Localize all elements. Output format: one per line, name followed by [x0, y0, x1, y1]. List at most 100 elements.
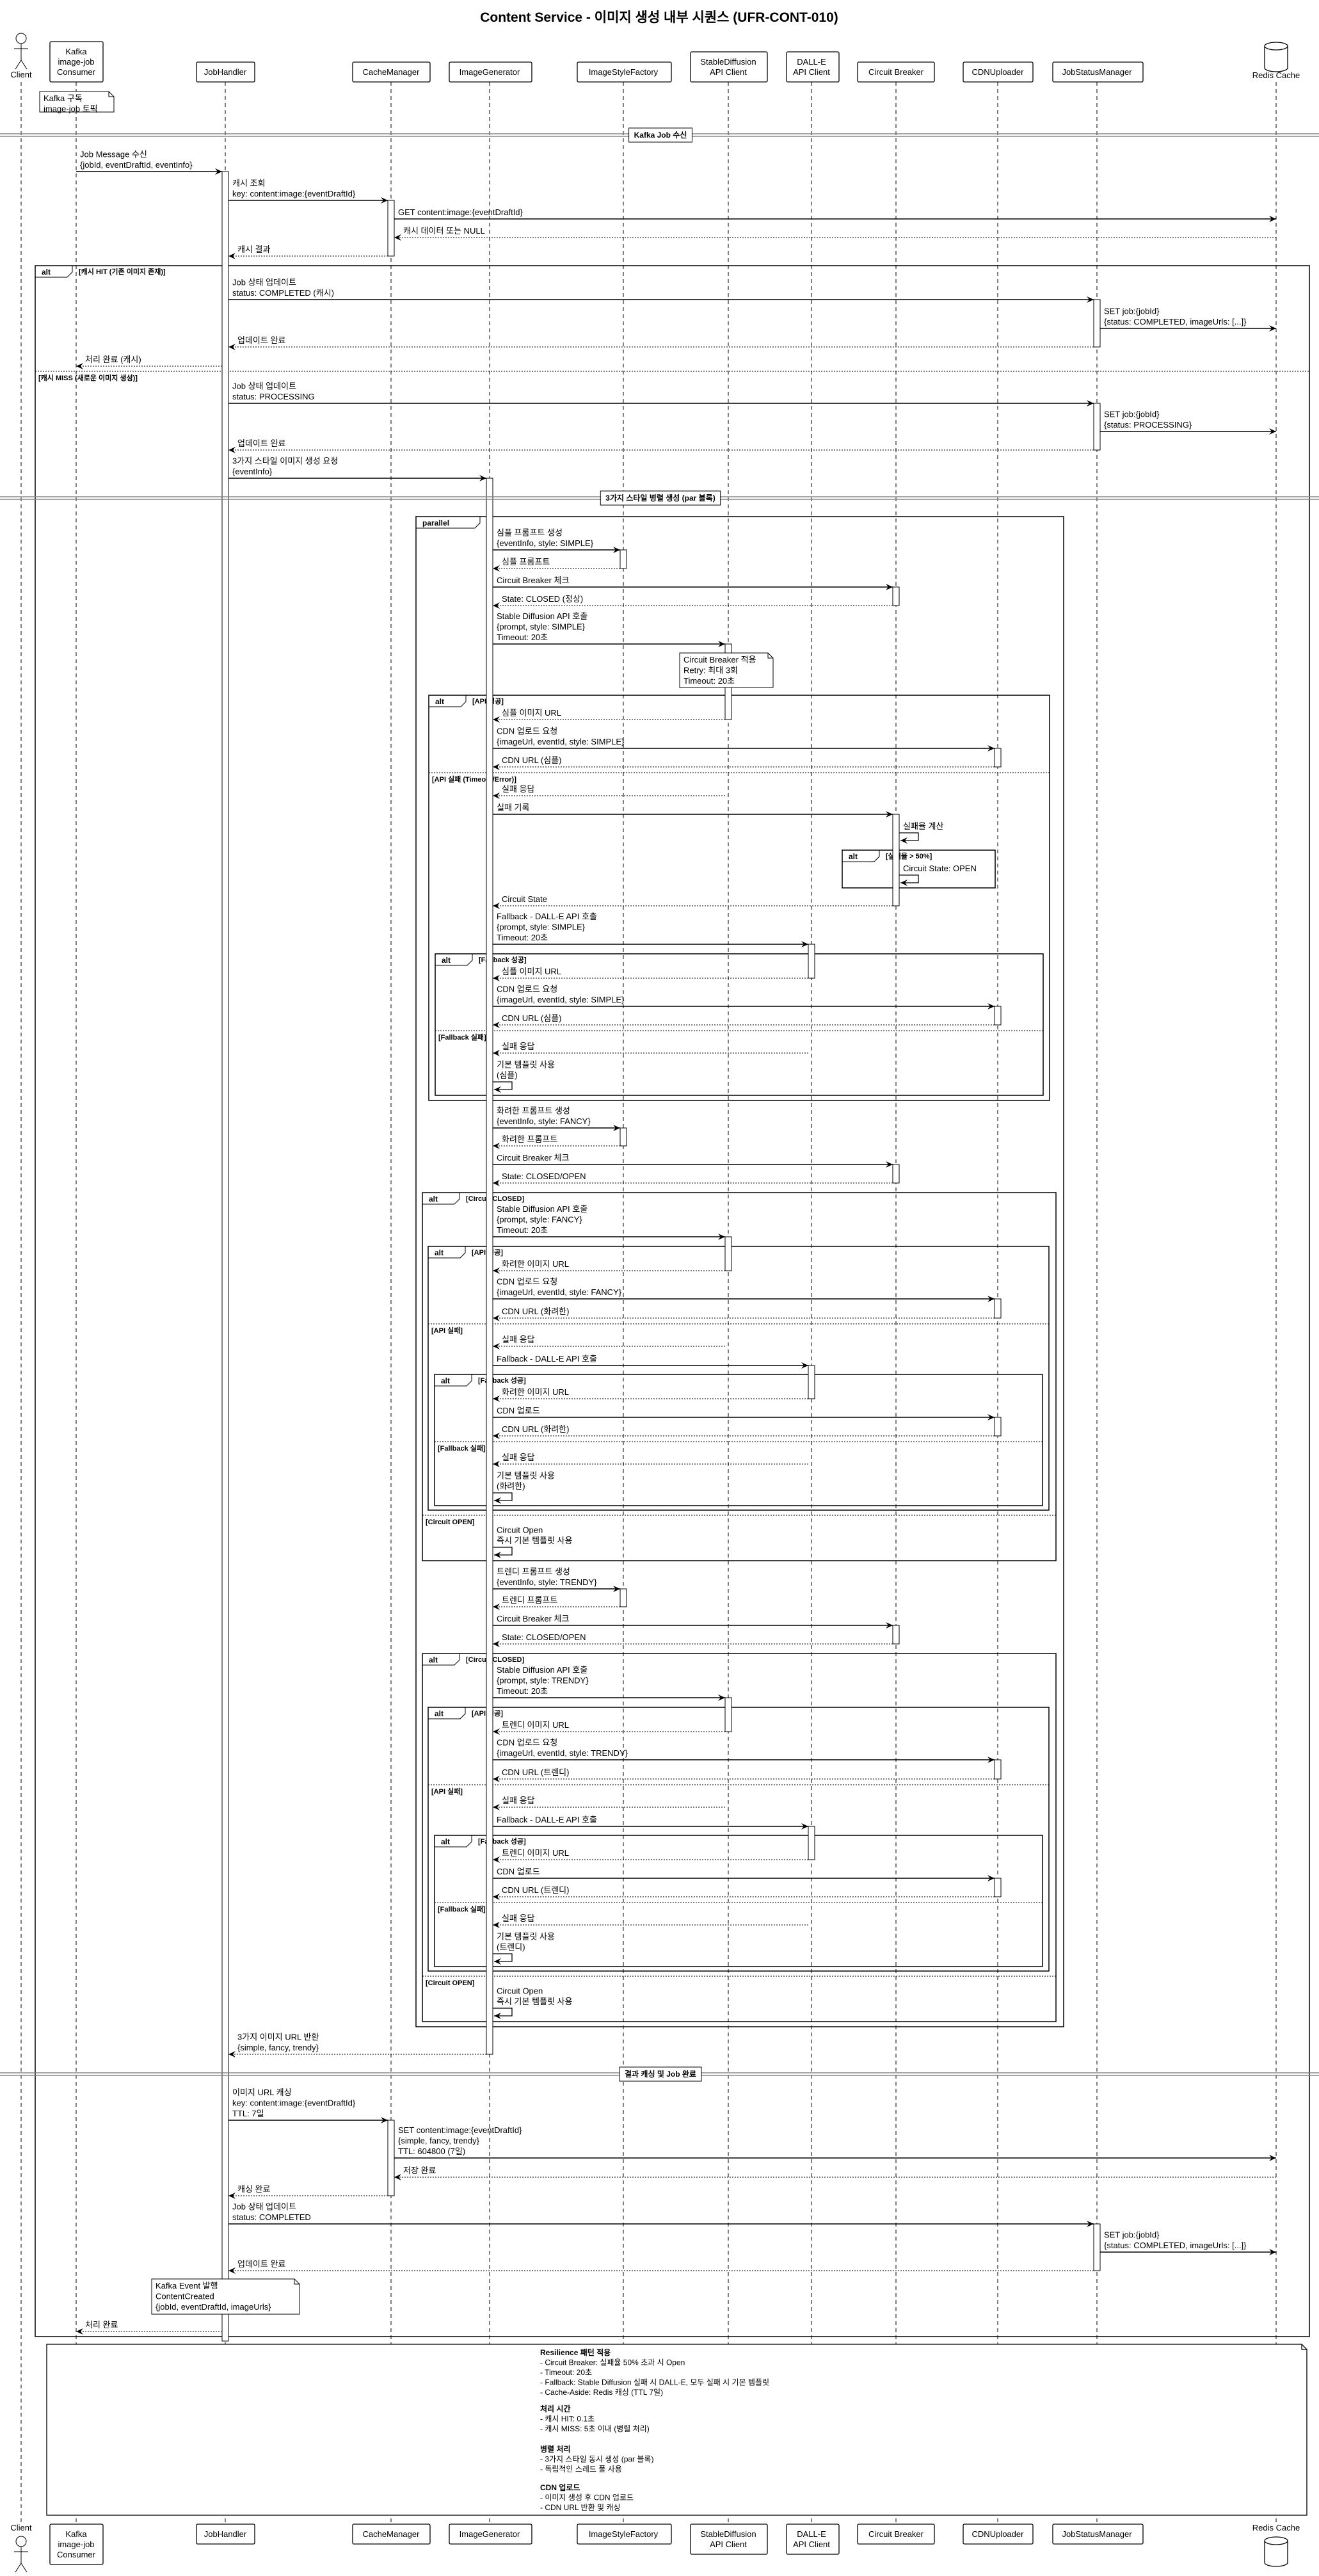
message-label: 트렌디 이미지 URL	[502, 1848, 569, 1858]
frames-layer: alt [캐시 HIT (기존 이미지 존재)] [캐시 MISS (새로운 이미지…	[35, 265, 1310, 2337]
arrowhead	[228, 253, 236, 259]
message-label: CDN 업로드	[497, 1406, 540, 1415]
participant-label: Circuit Breaker	[868, 67, 924, 77]
message-label: {status: PROCESSING}	[1104, 420, 1192, 430]
message: Fallback - DALL-E API 호출	[493, 1354, 808, 1369]
message: GET content:image:{eventDraftId}	[394, 207, 1276, 222]
note-box	[39, 91, 115, 113]
message-label: 화려한 프롬프트 생성	[497, 1106, 570, 1116]
arrowhead	[215, 168, 222, 175]
message-label: {prompt, style: TRENDY}	[497, 1676, 589, 1686]
participant-label: API Client	[710, 67, 747, 77]
fragment-guard: [Circuit CLOSED]	[466, 1656, 524, 1664]
self-message: 실패율 계산	[899, 821, 943, 844]
message: SET content:image:{eventDraftId}{simple,…	[394, 2125, 1276, 2161]
message-label: Circuit Open	[497, 1986, 543, 1996]
arrowhead	[381, 197, 388, 204]
activation-bar-cdn	[994, 1759, 1002, 1780]
participant-label: JobHandler	[204, 2529, 247, 2539]
fragment-kind: alt	[435, 1248, 444, 1257]
message-label: Stable Diffusion API 호출	[497, 1204, 588, 1214]
return-message: 업데이트 완료	[228, 2259, 1094, 2274]
participant-label: image-job	[58, 2540, 94, 2549]
fragment-tab	[428, 1246, 466, 1259]
section-divider: 3가지 스타일 병렬 생성 (par 블록)	[0, 490, 1319, 506]
summary-heading: 병렬 처리	[540, 2444, 571, 2454]
fragment-alt-frame	[434, 1374, 1043, 1506]
message-label: Timeout: 20초	[497, 1225, 548, 1235]
summary-item: - 이미지 생성 후 CDN 업로드	[540, 2493, 634, 2502]
fragment-tab	[422, 1192, 460, 1205]
fragment-alt-header: alt [Circuit CLOSED]	[422, 1192, 524, 1205]
fragment-guard: [캐시 HIT (기존 이미지 존재)]	[79, 267, 166, 276]
arrowhead	[613, 547, 620, 553]
return-message: 실패 응답	[493, 1042, 808, 1056]
activation-bar-cdn	[994, 1878, 1002, 1897]
arrowhead	[1087, 296, 1094, 303]
fragment-alt-frame	[422, 1653, 1057, 2022]
activation-bar-cm	[387, 200, 395, 257]
arrowhead	[987, 745, 995, 752]
message-label: Job Message 수신	[80, 150, 147, 159]
arrowhead	[987, 1296, 995, 1302]
message-label: CDN URL (화려한)	[502, 1424, 569, 1434]
arrowhead	[801, 941, 808, 947]
message: SET job:{jobId}{status: COMPLETED, image…	[1100, 2230, 1276, 2255]
message-label: CDN URL (심플)	[502, 755, 562, 765]
diagram-title: Content Service - 이미지 생성 내부 시퀀스 (UFR-CON…	[480, 10, 838, 25]
message: CDN 업로드	[493, 1406, 995, 1421]
participant-jh-top: JobHandler	[196, 61, 255, 83]
database-icon	[1264, 2536, 1288, 2567]
fragment-alt-frame	[434, 1835, 1043, 1967]
message-label: CDN 업로드 요청	[497, 1738, 557, 1748]
self-message: Circuit State: OPEN	[899, 864, 977, 886]
participant-client-top: Client	[10, 33, 32, 79]
arrowhead	[1269, 325, 1276, 332]
message: Stable Diffusion API 호출{prompt, style: F…	[493, 1204, 725, 1240]
fragment-else-guard: [API 실패 (Timeout/Error)]	[432, 775, 516, 784]
return-message: 심플 이미지 URL	[493, 708, 725, 723]
participant-label: StableDiffusion	[700, 2529, 756, 2539]
participant-box	[857, 61, 935, 83]
arrowhead	[228, 2193, 236, 2199]
arrowhead	[900, 837, 907, 844]
activation-bar-jsm	[1093, 2223, 1101, 2271]
message-label: CDN URL (트렌디)	[502, 1885, 569, 1895]
fragment-else-guard: [API 실패]	[431, 1326, 463, 1335]
participant-box	[1052, 61, 1144, 83]
arrowhead	[493, 1461, 500, 1467]
database-icon	[1264, 42, 1288, 72]
message-label: 트렌디 프롬프트 생성	[497, 1567, 570, 1577]
message-label: 실패 응답	[502, 1453, 534, 1462]
fragment-kind: alt	[435, 697, 444, 706]
activation-bar-isf	[620, 1127, 627, 1147]
message: Job Message 수신{jobId, eventDraftId, even…	[76, 150, 222, 175]
participant-box	[577, 61, 672, 83]
message-label: 처리 완료 (캐시)	[85, 355, 141, 364]
return-message: CDN URL (심플)	[493, 755, 995, 770]
message-label: 트렌디 이미지 URL	[502, 1720, 569, 1730]
fragment-alt-header: alt [Circuit CLOSED]	[422, 1653, 524, 1666]
return-message: 실패 응답	[493, 1335, 725, 1349]
message-label: 3가지 이미지 URL 반환	[237, 2033, 319, 2042]
arrowhead	[493, 1050, 500, 1056]
arrowhead	[394, 2174, 401, 2180]
message-label: {eventInfo, style: SIMPLE}	[497, 538, 594, 548]
return-message: State: CLOSED/OPEN	[493, 1171, 893, 1186]
fragment-else-guard: [Circuit OPEN]	[426, 1979, 475, 1987]
message-label: Fallback - DALL-E API 호출	[497, 1354, 597, 1364]
self-arrow	[493, 1953, 513, 1962]
arrowhead	[987, 1757, 995, 1763]
participant-cm-bottom: CacheManager	[352, 2524, 431, 2545]
participant-label: Kafka	[65, 47, 87, 56]
message-label: Fallback - DALL-E API 호출	[497, 912, 597, 921]
message-label: 업데이트 완료	[237, 439, 285, 448]
fragment-alt-header: alt [API 성공]	[428, 1707, 503, 1719]
message-label: SET job:{jobId}	[1104, 307, 1160, 316]
arrowhead	[228, 447, 236, 453]
message-label: {simple, fancy, trendy}	[398, 2136, 480, 2146]
self-arrow	[493, 2008, 513, 2017]
fragment-tab	[428, 695, 467, 707]
